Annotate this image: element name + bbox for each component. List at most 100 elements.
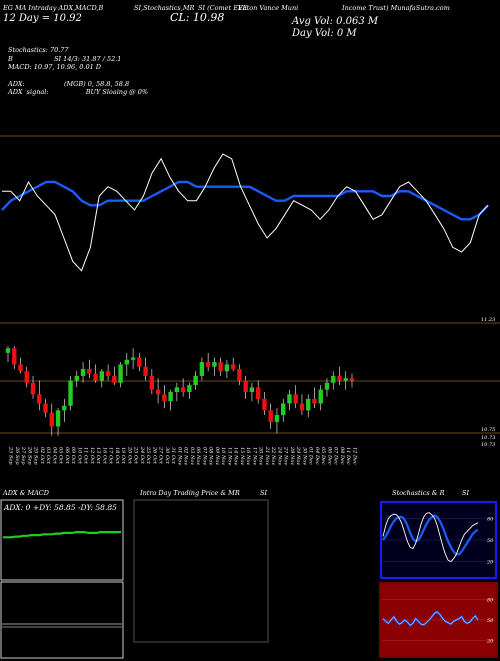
date-tick-label: 24 Oct [139,446,145,465]
date-tick-label: 17 Nov [251,447,257,465]
si-tick-label: 20 [486,638,494,644]
date-tick-label: 16 Oct [101,447,107,465]
candle-body [268,410,273,422]
candle-body [324,382,330,390]
ma-line-group [1,180,489,221]
date-tick-label: 08 Nov [208,447,214,465]
date-tick-label: 06 Dec [326,447,332,465]
si-lines-group [382,610,479,627]
candle-body [62,405,67,411]
date-tick-label: 20 Nov [258,446,264,465]
candle-body [306,398,311,411]
candle-body [137,357,142,367]
header-right-title-3: Income Trust) MunafaSutra.com [342,4,450,12]
candle-body [168,392,173,402]
adx-panel-title: ADX & MACD [3,489,49,497]
date-tick-label: 26 Oct [151,446,157,465]
avg-vol-label: Avg Vol: 0.063 M [292,16,379,27]
date-tick-label: 11 Oct [83,447,89,465]
date-tick-label: 02 Oct [39,447,45,465]
stoch-panel-si: SI [462,489,470,497]
date-tick-label: 01 Dec [308,447,314,465]
candle-body [155,389,161,395]
date-tick-label: 27 Oct [158,446,164,465]
header-right-title-2: Eaton Vance Muni [238,4,299,12]
candle-body [224,364,230,372]
candle-body [287,394,292,404]
date-tick-label: 05 Dec [320,447,326,465]
main-chart: 11.23 10.75 10.73 10.73 25 Sep 26 Sep 27 S… [0,135,500,465]
candle-body [281,403,286,415]
ma-label: 12 Day = 10.92 [3,13,82,24]
date-tick-label: 11 Dec [345,447,351,465]
price-axis-low3: 10.73 [481,442,495,448]
candle-body [74,375,79,381]
stoch-tick-label: 50 [487,538,494,544]
si-tick-label: 80 [487,598,494,604]
date-tick-label: 02 Nov [183,447,189,465]
date-tick-label: 29 Sep [33,446,39,465]
candle-body [105,371,111,376]
date-tick-label: 23 Oct [133,446,139,465]
price-axis-low1: 10.75 [481,427,495,433]
intraday-panel-frame [133,499,269,643]
close-line-group [2,153,489,272]
info-line-1: Stochastics: 70.77 [8,46,69,54]
date-tick-label: 03 Oct [45,447,51,465]
bottom-panels: ADX: 0 +DY: 58.85 -DY: 58.85 80 50 20 80 50… [0,499,498,659]
candle-body [5,348,11,353]
date-tick-label: 12 Dec [352,447,358,465]
info-line-4: ADX: (MGB) 0, 58.8, 58.8 [8,80,130,88]
date-tick-label: 09 Oct [70,447,76,465]
candle-body [99,371,105,381]
candle-body [68,380,73,406]
date-tick-label: 08 Dec [339,447,345,465]
date-tick-label: 25 Sep [8,446,14,465]
date-tick-label: 19 Oct [120,447,126,465]
intraday-panel-title: Intra Day Trading Price & MR [140,489,240,497]
candle-body [343,378,348,381]
candle-body [30,382,36,395]
stoch-panel-title: Stochastics & R [392,489,445,497]
candle-body [87,369,92,374]
candle-body [255,387,261,399]
date-tick-label: 16 Nov [245,447,251,465]
date-tick-label: 21 Nov [264,446,270,465]
candle-body [262,398,267,411]
candle-body [80,369,86,376]
candle-body [55,410,61,427]
candle-body [180,387,186,392]
price-axis-top: 11.23 [481,317,495,323]
candle-body [318,389,323,404]
si-line-overlay [382,611,479,626]
candle-body [93,373,98,381]
date-tick-label: 05 Oct [58,447,64,465]
stoch-k-line [382,512,479,563]
date-tick-label: 30 Nov [301,447,307,465]
candle-body [187,385,192,392]
stoch-tick-label: 20 [486,560,494,566]
date-tick-label: 31 Oct [170,447,176,465]
date-tick-label: 04 Dec [314,447,320,465]
date-tick-label: 17 Oct [108,447,114,465]
date-tick-label: 30 Oct [164,447,170,465]
candle-body [349,378,355,381]
ma-line [1,180,489,221]
date-tick-label: 13 Oct [95,447,101,465]
candle-body [243,380,248,392]
date-tick-label: 12 Oct [89,447,95,465]
candle-body [37,394,42,404]
candle-body [12,348,17,365]
close-line [2,153,489,272]
date-tick-label: 22 Nov [270,446,276,465]
intraday-panel-si: SI [260,489,268,497]
candle-body [193,375,198,386]
price-axis-low2: 10.73 [481,435,495,441]
day-vol-label: Day Vol: 0 M [292,28,357,39]
candle-body [218,362,223,372]
candle-body [49,412,54,427]
candle-body [130,357,136,360]
candle-body [118,364,123,383]
date-tick-label: 10 Nov [220,447,226,465]
stoch-tick-label: 80 [487,516,494,522]
